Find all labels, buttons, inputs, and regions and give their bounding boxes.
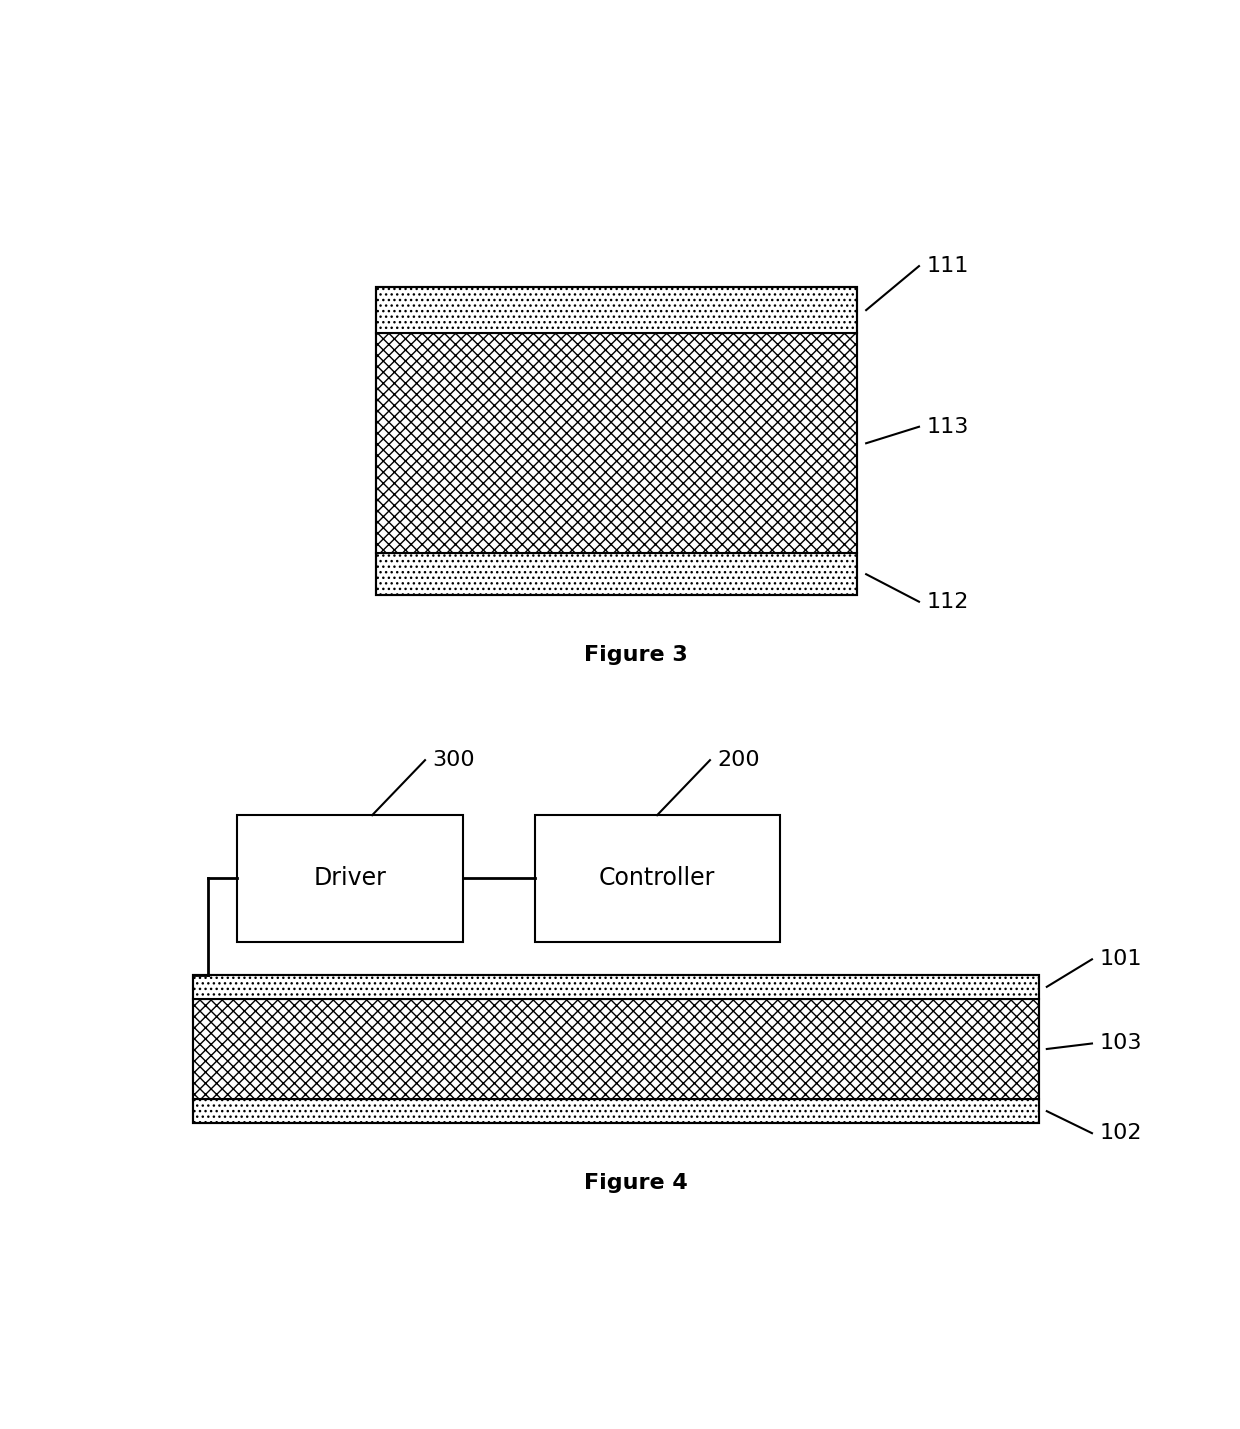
Bar xyxy=(193,975,1039,999)
Bar xyxy=(376,333,857,553)
Text: Figure 4: Figure 4 xyxy=(584,1173,687,1193)
Text: 111: 111 xyxy=(926,256,968,276)
Text: 102: 102 xyxy=(1100,1123,1142,1143)
Bar xyxy=(376,287,857,594)
Bar xyxy=(534,815,780,942)
Text: Controller: Controller xyxy=(599,866,715,890)
Bar xyxy=(193,975,1039,1123)
Text: Figure 3: Figure 3 xyxy=(584,644,687,664)
Bar xyxy=(376,287,857,333)
Text: 103: 103 xyxy=(1100,1033,1142,1053)
Text: 300: 300 xyxy=(433,750,475,770)
Text: 113: 113 xyxy=(926,417,968,437)
Bar xyxy=(237,815,463,942)
Bar xyxy=(376,553,857,594)
Text: 112: 112 xyxy=(926,592,968,612)
Bar xyxy=(193,999,1039,1099)
Text: 200: 200 xyxy=(718,750,760,770)
Text: 101: 101 xyxy=(1100,949,1142,969)
Bar xyxy=(193,1099,1039,1123)
Text: Driver: Driver xyxy=(314,866,386,890)
